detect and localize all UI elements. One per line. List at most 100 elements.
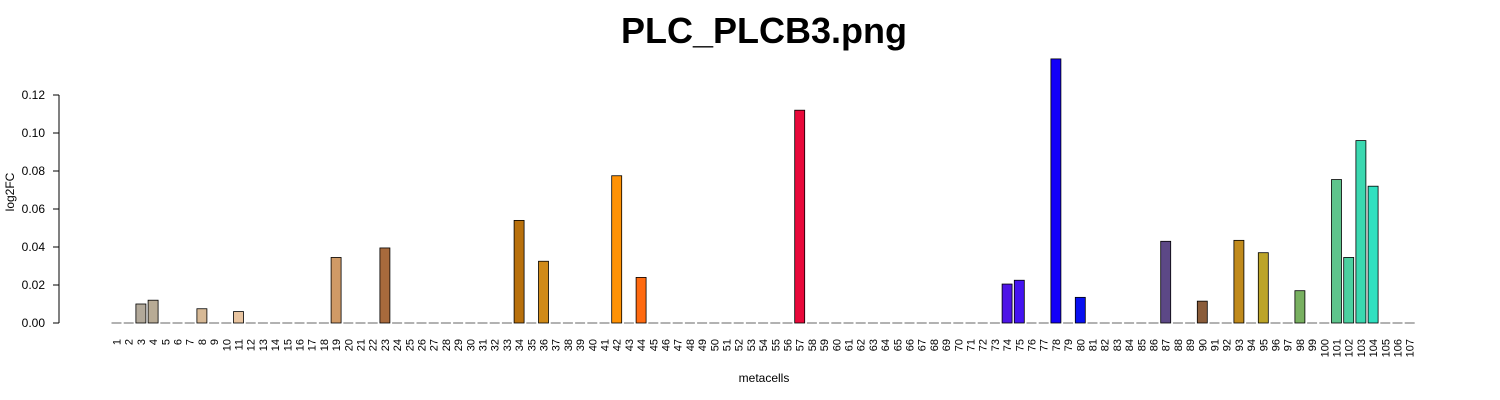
bar-36 xyxy=(538,260,549,324)
y-tick-label: 0.10 xyxy=(22,126,46,140)
x-tick-label: 44 xyxy=(636,339,648,351)
x-tick-label: 1 xyxy=(112,339,124,345)
x-tick-label: 33 xyxy=(502,339,514,351)
x-tick-label: 93 xyxy=(1234,339,1246,351)
x-tick-label: 18 xyxy=(319,339,331,351)
x-tick-label: 5 xyxy=(160,339,172,345)
x-tick-label: 87 xyxy=(1161,339,1173,351)
x-tick-label: 8 xyxy=(197,339,209,345)
x-tick-label: 101 xyxy=(1332,339,1344,357)
x-tick-label: 91 xyxy=(1210,339,1222,351)
x-tick-label: 17 xyxy=(307,339,319,351)
x-tick-label: 59 xyxy=(819,339,831,351)
x-tick-label: 48 xyxy=(685,339,697,351)
x-tick-label: 80 xyxy=(1075,339,1087,351)
bar-3 xyxy=(135,303,147,324)
x-tick-label: 13 xyxy=(258,339,270,351)
x-tick-label: 107 xyxy=(1405,339,1417,357)
bar-34 xyxy=(513,219,525,324)
x-tick-label: 54 xyxy=(758,339,770,351)
x-tick-label: 34 xyxy=(514,339,526,351)
bar-42 xyxy=(611,175,623,324)
x-tick-label: 98 xyxy=(1295,339,1307,351)
bar-75 xyxy=(1013,279,1025,324)
x-tick-label: 99 xyxy=(1307,339,1319,351)
x-tick-label: 75 xyxy=(1014,339,1026,351)
x-tick-label: 15 xyxy=(282,339,294,351)
x-tick-label: 77 xyxy=(1039,339,1051,351)
x-tick-label: 31 xyxy=(478,339,490,351)
x-tick-label: 47 xyxy=(673,339,685,351)
x-tick-label: 66 xyxy=(905,339,917,351)
bar-44 xyxy=(635,276,647,324)
bar-90 xyxy=(1196,300,1208,324)
x-tick-label: 83 xyxy=(1112,339,1124,351)
x-tick-label: 7 xyxy=(185,339,197,345)
x-tick-label: 76 xyxy=(1027,339,1039,351)
x-tick-label: 24 xyxy=(392,339,404,351)
bars-group xyxy=(111,58,1415,324)
x-tick-label: 53 xyxy=(746,339,758,351)
bar-74 xyxy=(1001,283,1013,324)
x-tick-label: 92 xyxy=(1222,339,1234,351)
x-tick-label: 52 xyxy=(734,339,746,351)
x-tick-label: 21 xyxy=(356,339,368,351)
x-tick-label: 58 xyxy=(807,339,819,351)
x-tick-label: 97 xyxy=(1283,339,1295,351)
y-tick-label: 0.04 xyxy=(22,240,46,254)
x-tick-labels: 1 2 3 4 5 6 7 8 9 10 11 12 13 14 15 16 17 18 19 20 21 22 23 24 2… xyxy=(112,339,1417,357)
x-tick-label: 38 xyxy=(563,339,575,351)
x-tick-label: 86 xyxy=(1149,339,1161,351)
x-tick-label: 60 xyxy=(831,339,843,351)
x-tick-label: 39 xyxy=(575,339,587,351)
x-tick-label: 55 xyxy=(770,339,782,351)
x-tick-label: 32 xyxy=(490,339,502,351)
x-tick-label: 28 xyxy=(441,339,453,351)
bar-57 xyxy=(794,109,806,324)
x-tick-label: 84 xyxy=(1124,339,1136,351)
bar-103 xyxy=(1355,140,1367,324)
x-tick-label: 94 xyxy=(1246,339,1258,351)
x-tick-label: 104 xyxy=(1368,339,1380,357)
x-tick-label: 73 xyxy=(990,339,1002,351)
x-tick-label: 103 xyxy=(1356,339,1368,357)
x-tick-label: 96 xyxy=(1271,339,1283,351)
y-tick-label: 0.00 xyxy=(22,316,46,330)
x-tick-label: 82 xyxy=(1100,339,1112,351)
x-tick-label: 11 xyxy=(234,339,246,350)
x-tick-label: 71 xyxy=(966,339,978,351)
x-tick-label: 2 xyxy=(124,339,136,345)
x-tick-label: 106 xyxy=(1393,339,1405,357)
x-tick-label: 67 xyxy=(917,339,929,351)
x-tick-label: 89 xyxy=(1185,339,1197,351)
x-tick-label: 95 xyxy=(1258,339,1270,351)
x-tick-label: 27 xyxy=(429,339,441,351)
bar-23 xyxy=(379,247,391,324)
x-axis-label: metacells xyxy=(739,371,790,385)
x-tick-label: 36 xyxy=(539,339,551,351)
x-tick-label: 40 xyxy=(587,339,599,351)
x-tick-label: 9 xyxy=(209,339,221,345)
x-tick-label: 29 xyxy=(453,339,465,351)
bar-19 xyxy=(330,257,342,324)
x-tick-label: 78 xyxy=(1051,339,1063,351)
x-tick-label: 79 xyxy=(1063,339,1075,351)
x-tick-label: 65 xyxy=(892,339,904,351)
x-tick-label: 10 xyxy=(221,339,233,351)
x-tick-label: 62 xyxy=(856,339,868,351)
x-tick-label: 14 xyxy=(270,339,282,351)
x-tick-label: 43 xyxy=(624,339,636,351)
y-axis: 0.00 0.02 0.04 0.06 0.08 0.10 0.12 xyxy=(22,88,60,330)
x-tick-label: 74 xyxy=(1002,339,1014,351)
x-tick-label: 88 xyxy=(1173,339,1185,351)
bar-98 xyxy=(1294,290,1306,324)
x-tick-label: 70 xyxy=(953,339,965,351)
x-tick-label: 20 xyxy=(343,339,355,351)
x-tick-label: 90 xyxy=(1197,339,1209,351)
x-tick-label: 56 xyxy=(783,339,795,351)
x-tick-label: 25 xyxy=(404,339,416,351)
x-tick-label: 3 xyxy=(136,339,148,345)
y-axis-label: log2FC xyxy=(3,172,17,211)
y-tick-label: 0.02 xyxy=(22,278,46,292)
